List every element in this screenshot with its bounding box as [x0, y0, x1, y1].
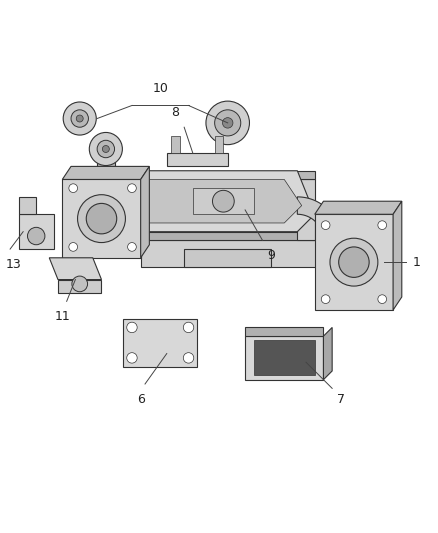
Polygon shape — [62, 180, 141, 258]
Polygon shape — [49, 258, 102, 279]
Polygon shape — [245, 336, 323, 379]
Circle shape — [206, 101, 250, 144]
Polygon shape — [184, 249, 271, 266]
Circle shape — [321, 221, 330, 230]
Circle shape — [127, 353, 137, 363]
Circle shape — [72, 276, 88, 292]
Polygon shape — [323, 327, 332, 379]
Text: 13: 13 — [6, 258, 21, 271]
Text: 9: 9 — [267, 249, 275, 262]
Circle shape — [127, 322, 137, 333]
Circle shape — [76, 115, 83, 122]
Polygon shape — [97, 162, 115, 171]
Circle shape — [69, 184, 78, 192]
Circle shape — [86, 204, 117, 234]
Circle shape — [69, 243, 78, 251]
Text: 8: 8 — [172, 106, 180, 118]
Circle shape — [97, 140, 115, 158]
Polygon shape — [297, 197, 341, 240]
Polygon shape — [171, 136, 180, 154]
Polygon shape — [141, 232, 385, 240]
Circle shape — [330, 238, 378, 286]
Polygon shape — [245, 327, 323, 336]
Polygon shape — [141, 240, 385, 266]
Circle shape — [223, 118, 233, 128]
Circle shape — [102, 146, 110, 152]
Circle shape — [339, 247, 369, 277]
Polygon shape — [19, 214, 53, 249]
Polygon shape — [393, 201, 402, 310]
Polygon shape — [167, 154, 228, 166]
Circle shape — [127, 243, 136, 251]
Polygon shape — [58, 279, 102, 293]
Polygon shape — [297, 180, 315, 240]
Circle shape — [378, 221, 387, 230]
Circle shape — [127, 184, 136, 192]
Text: 11: 11 — [54, 310, 70, 323]
Circle shape — [321, 295, 330, 303]
Circle shape — [184, 353, 194, 363]
Circle shape — [89, 133, 122, 166]
Polygon shape — [127, 180, 302, 223]
Polygon shape — [193, 188, 254, 214]
Text: 6: 6 — [137, 393, 145, 406]
Polygon shape — [19, 197, 36, 214]
Text: 10: 10 — [152, 82, 168, 94]
Polygon shape — [123, 319, 197, 367]
Circle shape — [378, 295, 387, 303]
Polygon shape — [315, 214, 393, 310]
Polygon shape — [97, 197, 141, 240]
Circle shape — [63, 102, 96, 135]
Polygon shape — [141, 166, 149, 258]
Circle shape — [215, 110, 241, 136]
Circle shape — [78, 195, 125, 243]
Circle shape — [212, 190, 234, 212]
Circle shape — [71, 110, 88, 127]
Circle shape — [28, 228, 45, 245]
Polygon shape — [315, 201, 402, 214]
Polygon shape — [62, 166, 149, 180]
Polygon shape — [215, 136, 223, 154]
Text: 1: 1 — [413, 256, 420, 269]
Polygon shape — [115, 171, 315, 232]
Text: 7: 7 — [337, 393, 345, 406]
Circle shape — [184, 322, 194, 333]
Polygon shape — [254, 341, 315, 375]
Polygon shape — [97, 171, 115, 240]
Polygon shape — [297, 171, 315, 180]
